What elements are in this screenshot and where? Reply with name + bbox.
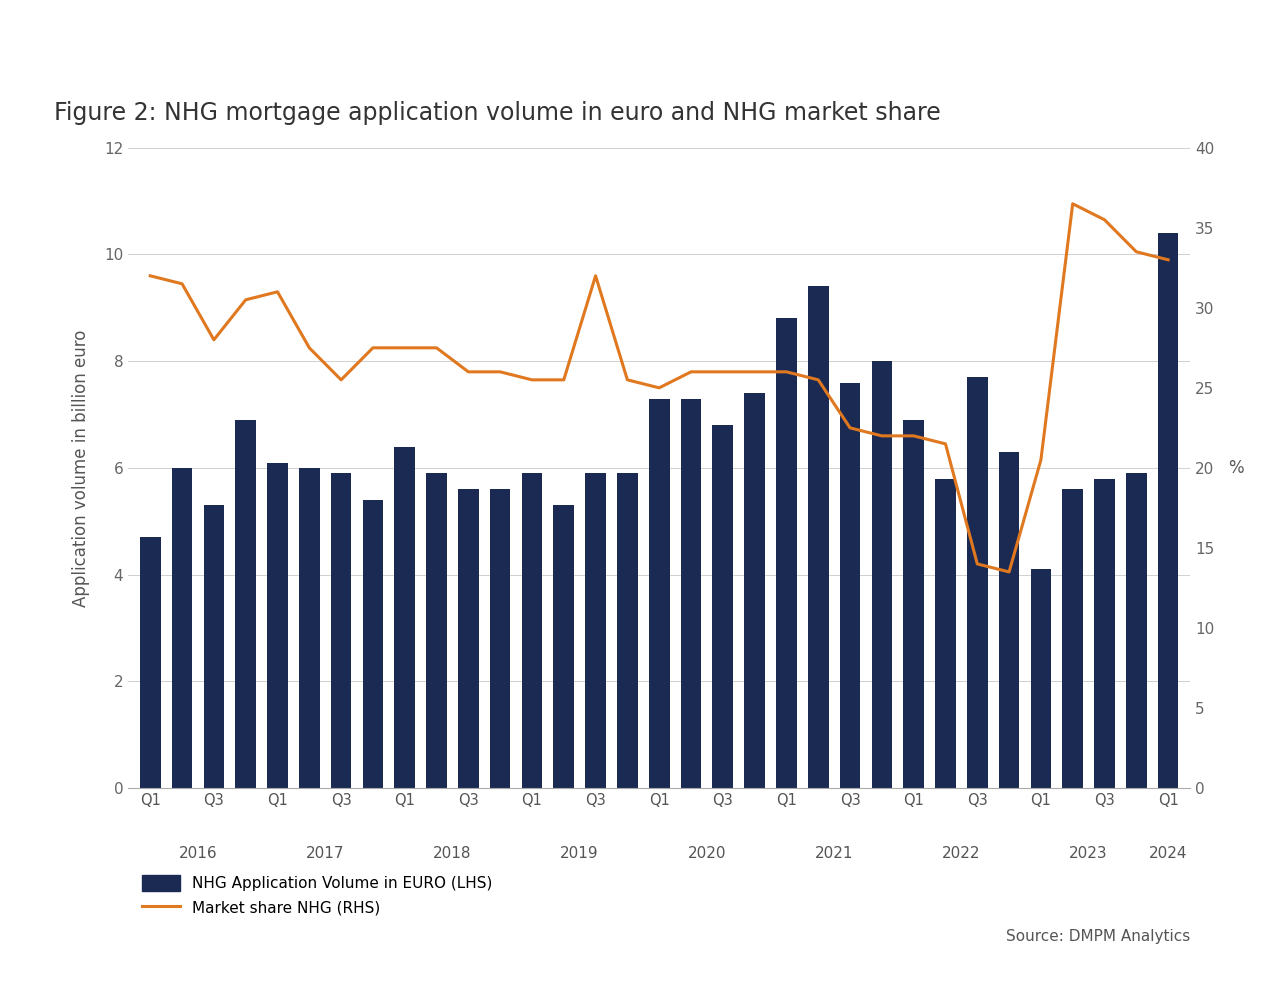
Bar [1094,479,1115,788]
Bar [744,393,765,788]
Bar [268,463,288,788]
Bar [808,287,828,788]
Bar [713,426,733,788]
Bar [330,473,352,788]
Bar [617,473,637,788]
Bar [553,505,575,788]
Text: 2024: 2024 [1149,845,1188,861]
Bar [172,468,192,788]
Bar [936,479,956,788]
Bar [966,377,988,788]
Text: Figure 2: NHG mortgage application volume in euro and NHG market share: Figure 2: NHG mortgage application volum… [54,101,941,125]
Bar [394,446,415,788]
Text: Source: DMPM Analytics: Source: DMPM Analytics [1006,929,1190,944]
Bar [458,490,479,788]
Bar [490,490,511,788]
Text: 2022: 2022 [942,845,980,861]
Bar [649,399,669,788]
Bar [1062,490,1083,788]
Bar [522,473,543,788]
Text: 2018: 2018 [433,845,472,861]
Text: 2021: 2021 [815,845,854,861]
Bar [1030,569,1051,788]
Bar [204,505,224,788]
Bar [998,452,1019,788]
Bar [300,468,320,788]
Bar [872,361,892,788]
Bar [236,420,256,788]
Bar [681,399,701,788]
Y-axis label: %: % [1228,459,1243,477]
Text: 2023: 2023 [1069,845,1108,861]
Text: 2016: 2016 [179,845,218,861]
Bar [362,499,383,788]
Text: 2017: 2017 [306,845,344,861]
Legend: NHG Application Volume in EURO (LHS), Market share NHG (RHS): NHG Application Volume in EURO (LHS), Ma… [136,870,499,921]
Bar [1158,233,1179,788]
Bar [1126,473,1147,788]
Y-axis label: Application volume in billion euro: Application volume in billion euro [72,329,90,607]
Bar [776,318,796,788]
Text: 2020: 2020 [687,845,726,861]
Bar [840,382,860,788]
Bar [426,473,447,788]
Text: 2019: 2019 [561,845,599,861]
Bar [904,420,924,788]
Bar [140,537,160,788]
Bar [585,473,605,788]
